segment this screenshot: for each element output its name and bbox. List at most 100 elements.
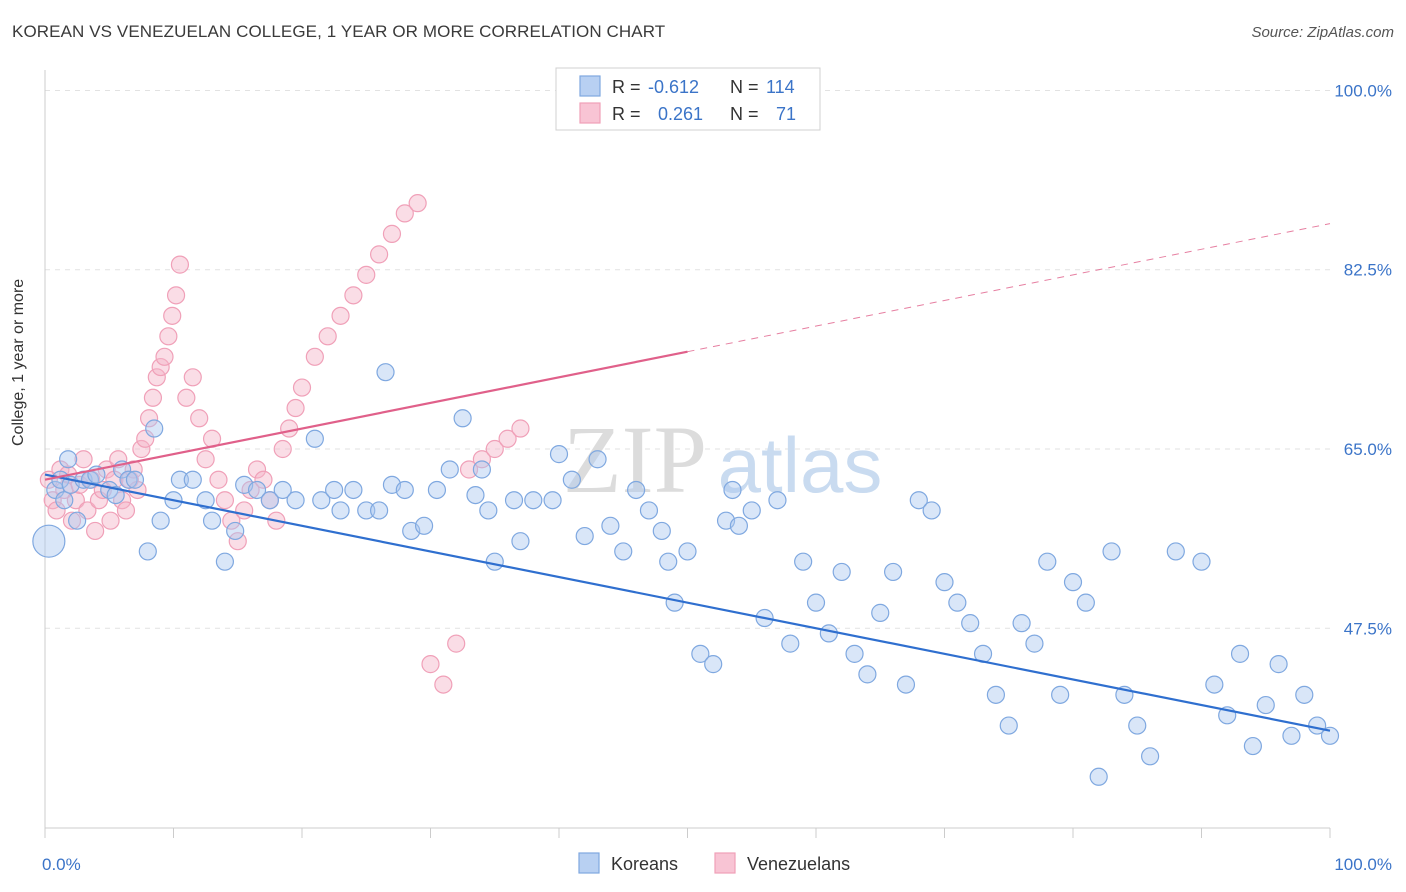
- korean-point: [723, 480, 742, 500]
- source-label: Source: ZipAtlas.com: [1251, 24, 1394, 41]
- korean-point: [896, 675, 916, 694]
- gridlines: [45, 89, 1330, 629]
- korean-point: [106, 485, 125, 505]
- korean-point: [1128, 716, 1147, 735]
- venezuelan-point: [247, 460, 267, 479]
- korean-point: [832, 562, 851, 582]
- korean-point: [125, 470, 145, 489]
- korean-point: [639, 501, 659, 520]
- chart-title: KOREAN VS VENEZUELAN COLLEGE, 1 YEAR OR …: [12, 22, 666, 41]
- korean-point: [961, 614, 980, 633]
- korean-point: [453, 409, 472, 428]
- korean-point: [427, 480, 447, 500]
- korean-point: [215, 552, 234, 571]
- korean-point: [479, 501, 498, 520]
- y-tick-label-0: 47.5%: [1344, 619, 1392, 638]
- korean-point: [466, 485, 485, 505]
- venezuelan-point: [190, 409, 209, 428]
- korean-point: [331, 501, 350, 520]
- venezuelan-point: [147, 368, 166, 387]
- korean-point: [286, 491, 305, 510]
- legend-r-label-2: R =: [612, 104, 641, 124]
- korean-point: [170, 470, 190, 489]
- venezuelan-point: [421, 655, 440, 674]
- watermark-atlas: atlas: [718, 421, 883, 509]
- venezuelan-point: [47, 501, 66, 520]
- korean-point: [273, 480, 292, 500]
- venezuelan-point: [485, 439, 504, 459]
- korean-point: [1089, 767, 1108, 786]
- korean-point: [729, 516, 749, 535]
- venezuelan-point: [62, 511, 82, 530]
- korean-point: [414, 516, 434, 535]
- korean-point: [948, 593, 967, 612]
- korean-point: [305, 429, 324, 448]
- korean-point: [999, 716, 1018, 735]
- y-tick-label-1: 65.0%: [1344, 440, 1392, 459]
- korean-point: [652, 521, 671, 541]
- venezuelan-point: [86, 521, 105, 541]
- korean-point: [511, 532, 530, 551]
- korean-point: [485, 552, 504, 571]
- venezuelan-point: [74, 450, 93, 469]
- venezuelan-point: [151, 357, 170, 377]
- watermark-zip: ZIP: [563, 406, 707, 513]
- tick-labels: 47.5% 65.0% 82.5% 100.0% 0.0% 100.0%: [42, 81, 1392, 874]
- legend-swatch-koreans: [579, 75, 601, 97]
- korean-point: [226, 521, 245, 541]
- korean-point: [1205, 675, 1224, 694]
- venezuelan-point: [215, 491, 234, 510]
- venezuelan-point: [331, 306, 350, 325]
- korean-point: [742, 501, 761, 520]
- korean-point: [806, 593, 826, 612]
- korean-trend-line: [44, 473, 1331, 732]
- venezuelan-point: [357, 265, 376, 284]
- venezuelan-point: [408, 194, 427, 213]
- venezuelan-point: [155, 347, 174, 366]
- korean-point: [665, 593, 684, 612]
- legend-r-value-2: 0.261: [658, 104, 703, 124]
- korean-point: [247, 480, 267, 500]
- korean-point: [691, 644, 710, 663]
- korean-point: [1230, 644, 1250, 663]
- legend-n-value-2: 71: [776, 104, 796, 124]
- korean-point: [614, 542, 633, 561]
- korean-point: [325, 480, 344, 500]
- venezuelan-point: [292, 378, 312, 397]
- korean-point: [1012, 614, 1031, 633]
- venezuelan-point: [273, 439, 292, 459]
- korean-point: [562, 470, 581, 489]
- korean-point: [370, 501, 389, 520]
- korean-point: [794, 552, 813, 571]
- korean-point: [196, 491, 215, 510]
- top-legend: R = -0.612 N = 114 R = 0.261 N = 71: [555, 67, 821, 131]
- venezuelan-point: [395, 204, 414, 223]
- korean-point: [1063, 573, 1083, 592]
- korean-point: [344, 480, 363, 500]
- korean-point: [202, 511, 222, 530]
- venezuelan-point: [472, 450, 491, 469]
- venezuelan-point: [163, 306, 182, 325]
- korean-point: [781, 634, 800, 653]
- venezuelan-point: [447, 634, 466, 653]
- korean-point: [588, 450, 607, 469]
- korean-point: [922, 501, 941, 520]
- korean-point: [819, 624, 838, 643]
- korean-point: [678, 542, 697, 561]
- korean-point: [1025, 634, 1044, 653]
- korean-point: [395, 480, 414, 500]
- korean-point: [1282, 726, 1301, 745]
- venezuelan-point: [209, 470, 228, 489]
- korean-point: [1051, 685, 1070, 704]
- korean-point: [575, 526, 594, 546]
- korean-point: [1076, 593, 1095, 612]
- legend-n-label-2: N =: [730, 104, 759, 124]
- korean-point: [151, 511, 170, 530]
- korean-point: [68, 511, 87, 530]
- korean-point: [376, 363, 395, 382]
- trend-lines: [44, 223, 1331, 732]
- bottom-legend-venezuelans: Venezuelans: [747, 854, 850, 874]
- axes: [44, 70, 1331, 838]
- venezuelan-point: [459, 460, 479, 479]
- venezuelan-point: [136, 429, 155, 448]
